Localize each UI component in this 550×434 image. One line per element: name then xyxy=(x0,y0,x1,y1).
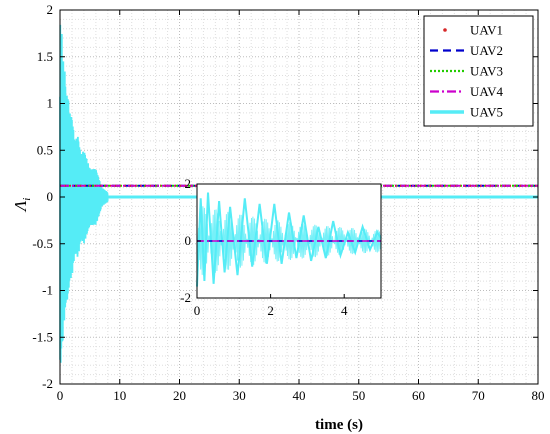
x-tick-label: 50 xyxy=(352,388,365,403)
x-axis-label: time (s) xyxy=(315,417,363,433)
inset-y-tick-label: -2 xyxy=(180,290,191,305)
inset-x-tick-label: 4 xyxy=(341,303,348,318)
y-axis-label-main: Λ xyxy=(11,200,30,213)
x-tick-label: 30 xyxy=(233,388,246,403)
y-axis-label: Λi xyxy=(11,198,33,213)
legend-entry-uav1: UAV1 xyxy=(443,23,503,38)
inset-series-uav5 xyxy=(196,192,382,287)
legend-label: UAV1 xyxy=(470,23,503,38)
x-tick-label: 10 xyxy=(113,388,126,403)
x-tick-label: 40 xyxy=(293,388,306,403)
y-tick-label: 1 xyxy=(47,96,54,111)
x-tick-label: 0 xyxy=(57,388,64,403)
y-tick-label: 2 xyxy=(47,2,54,17)
main-ticks: 0 10 20 30 40 50 60 70 80-2-1.5-1-0.500.511.52 xyxy=(32,2,544,403)
legend-entry-uav2: UAV2 xyxy=(430,43,503,58)
x-tick-label: 60 xyxy=(412,388,425,403)
legend-entry-uav5: UAV5 xyxy=(430,105,503,120)
legend-label: UAV3 xyxy=(470,64,503,79)
legend: UAV1 UAV2 UAV3 UAV4 UAV5 xyxy=(423,15,534,127)
inset-ticks: 0 2 4-202 xyxy=(180,176,348,318)
y-tick-label: 0.5 xyxy=(37,142,53,157)
y-tick-label: 1.5 xyxy=(37,49,53,64)
legend-label: UAV4 xyxy=(470,84,503,99)
legend-marker xyxy=(443,28,447,32)
series-uav5-oscillation xyxy=(59,24,109,363)
x-tick-label: 70 xyxy=(472,388,485,403)
inset-series xyxy=(196,192,382,287)
x-tick-label: 80 xyxy=(532,388,545,403)
y-tick-label: -1.5 xyxy=(32,329,53,344)
inset-y-tick-label: 2 xyxy=(185,176,192,191)
inset-x-tick-label: 2 xyxy=(267,303,274,318)
legend-label: UAV5 xyxy=(470,105,503,120)
legend-label: UAV2 xyxy=(470,43,503,58)
inset-y-tick-label: 0 xyxy=(185,233,192,248)
y-axis-label-sub: i xyxy=(21,198,33,201)
legend-entry-uav4: UAV4 xyxy=(430,84,503,99)
legend-entry-uav3: UAV3 xyxy=(430,64,503,79)
y-tick-label: 0 xyxy=(47,189,54,204)
y-tick-label: -1 xyxy=(42,283,53,298)
y-tick-label: -2 xyxy=(42,376,53,391)
inset-x-tick-label: 0 xyxy=(194,303,201,318)
x-tick-label: 20 xyxy=(173,388,186,403)
y-tick-label: -0.5 xyxy=(32,236,53,251)
